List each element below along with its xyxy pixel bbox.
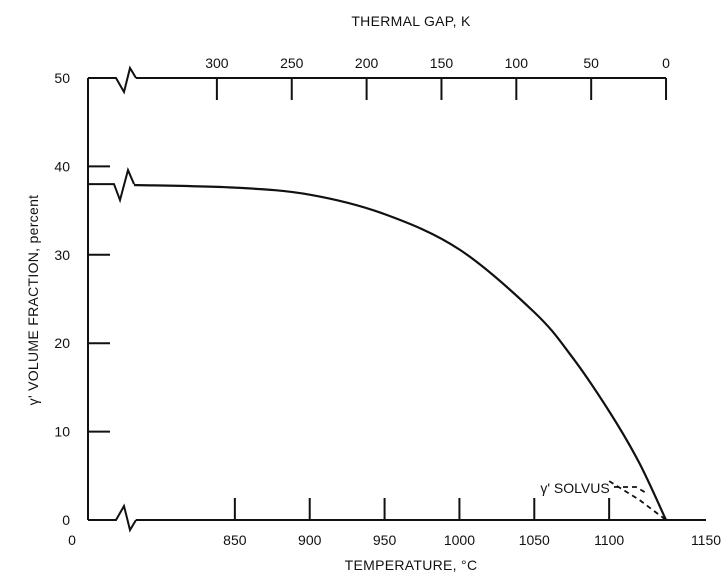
x-tick-label: 850 (223, 532, 247, 548)
top-axis-title: THERMAL GAP, K (351, 13, 471, 29)
solvus-annotation-label: γ' SOLVUS (540, 480, 609, 496)
top-tick-label: 100 (505, 55, 529, 71)
x-tick-label: 1150 (691, 532, 721, 548)
annotations-group: γ' SOLVUS (540, 480, 649, 496)
top-tick-label: 50 (583, 55, 599, 71)
top-tick-label: 250 (280, 55, 304, 71)
solvus-leader-line (614, 486, 649, 495)
x-axis-break-left (88, 503, 137, 533)
y-tick-label: 0 (62, 512, 70, 528)
x-tick-label: 1050 (519, 532, 550, 548)
axes-group (87, 65, 706, 533)
y-tick-label: 50 (54, 70, 70, 86)
y-tick-label: 20 (54, 335, 70, 351)
y-tick-label: 30 (54, 247, 70, 263)
top-tick-label: 0 (662, 55, 670, 71)
series-group (133, 183, 668, 521)
solvus-dashed-line (608, 480, 667, 521)
top-tick-label: 150 (430, 55, 454, 71)
x-tick-label: 1100 (594, 532, 624, 548)
top-tick-label: 300 (205, 55, 229, 71)
top-axis-break (88, 65, 137, 95)
x-tick-label: 900 (298, 532, 322, 548)
x-origin-label: 0 (68, 532, 76, 548)
y-break-mark (88, 167, 135, 204)
x-tick-label: 1000 (444, 532, 475, 548)
y-tick-label: 10 (54, 424, 70, 440)
y-tick-label: 40 (54, 158, 70, 174)
top-tick-label: 200 (355, 55, 379, 71)
x-tick-label: 950 (373, 532, 397, 548)
y-axis-title: γ' VOLUME FRACTION, percent (25, 195, 41, 406)
x-axis-title: TEMPERATURE, °C (345, 557, 478, 573)
volume-fraction-curve (133, 183, 668, 521)
